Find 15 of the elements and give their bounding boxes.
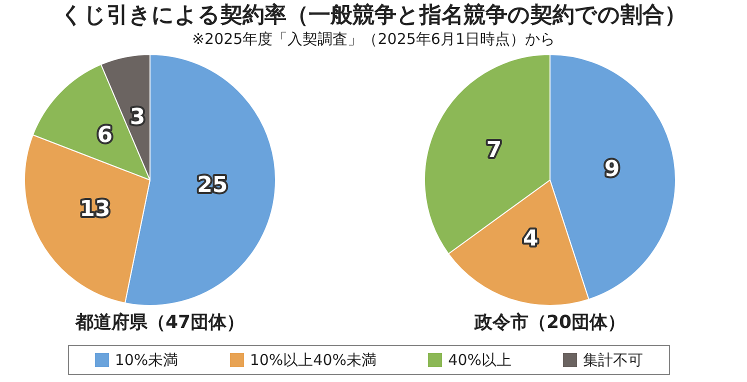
legend-label: 40%以上 xyxy=(448,350,512,370)
data-label: 3 xyxy=(130,105,146,130)
chart-subtitle: ※2025年度「入契調査」（2025年6月1日時点）から xyxy=(190,30,556,49)
data-label: 13 xyxy=(80,196,110,222)
data-label: 9 xyxy=(604,156,620,182)
legend-label: 10%未満 xyxy=(114,350,178,370)
legend-label: 集計不可 xyxy=(583,350,644,370)
chart-title: くじ引きによる契約率（一般競争と指名競争の契約での割合） xyxy=(60,2,688,30)
data-label: 4 xyxy=(522,226,538,252)
text: 政令市（20団体） xyxy=(474,311,626,334)
data-label: 25 xyxy=(197,173,228,198)
legend-label: 10%以上40%未満 xyxy=(250,350,377,370)
data-label: 7 xyxy=(486,138,502,164)
data-label: 6 xyxy=(97,123,113,148)
text: 都道府県（47団体） xyxy=(76,311,245,334)
